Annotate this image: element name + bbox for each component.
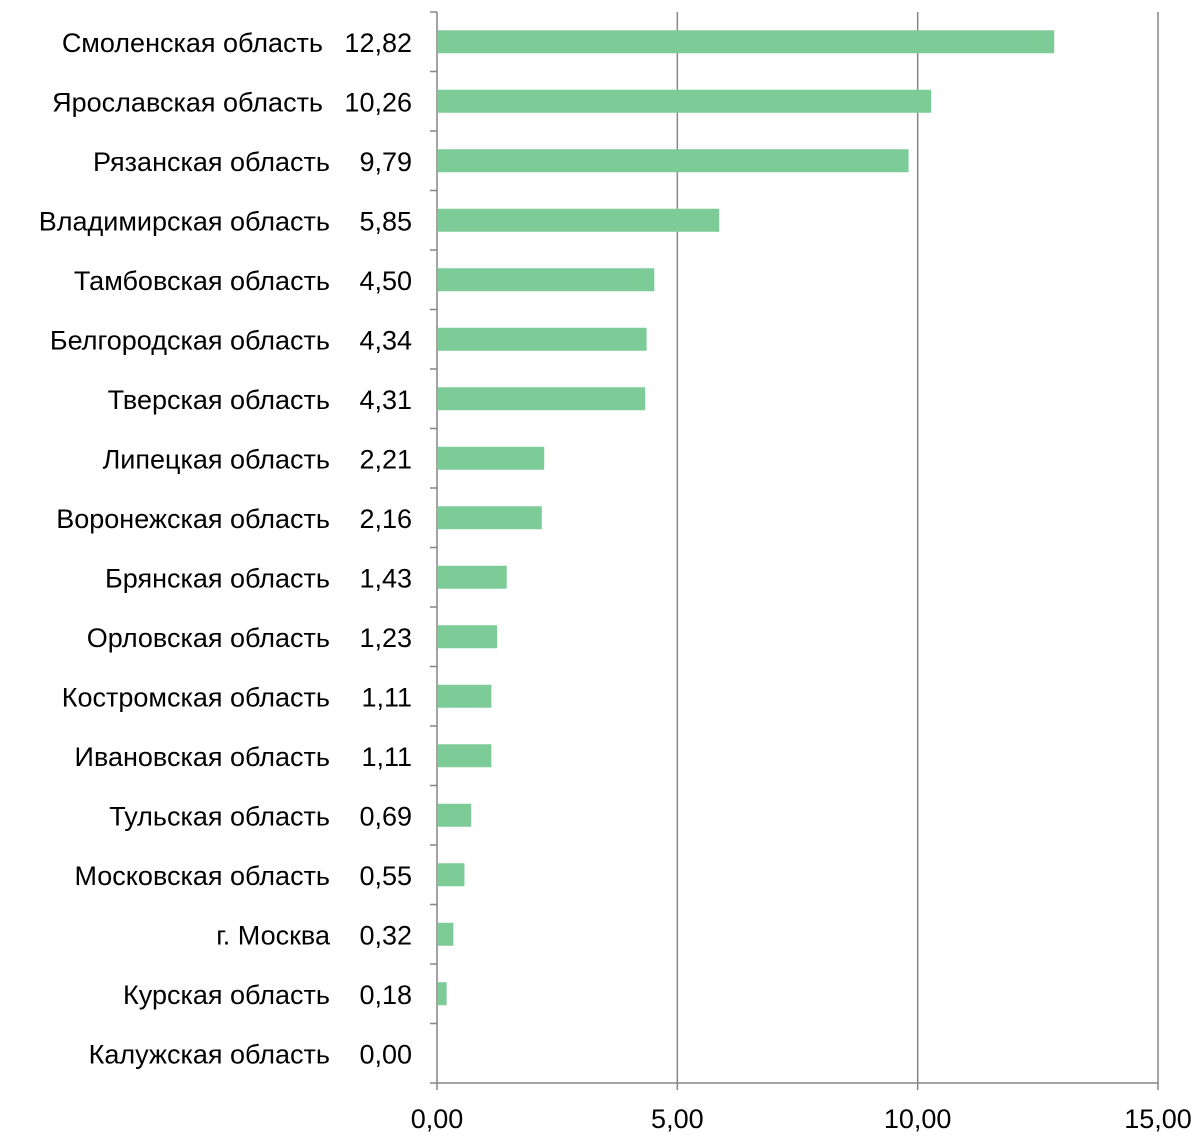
category-label: Смоленская область (62, 28, 323, 58)
bar (438, 982, 447, 1006)
category-label: Владимирская область (39, 206, 330, 236)
axes (430, 11, 1159, 1090)
value-label: 12,82 (344, 28, 412, 58)
value-label: 9,79 (359, 147, 412, 177)
value-label: 0,55 (359, 861, 412, 891)
value-label: 0,00 (359, 1039, 412, 1069)
category-label: Белгородская область (50, 325, 330, 355)
labels: 0,00 5,00 10,00 15,00 12,82 Смоленская област… (39, 28, 1192, 1134)
bar (438, 327, 647, 351)
bar (438, 684, 492, 708)
bar (438, 565, 507, 589)
bar (438, 863, 465, 887)
bar (438, 506, 542, 530)
x-tick-label: 5,00 (651, 1104, 704, 1134)
category-label: Тверская область (108, 385, 330, 415)
value-label: 0,69 (359, 801, 412, 831)
category-label: Тамбовская область (74, 266, 330, 296)
value-label: 2,16 (359, 504, 412, 534)
gridlines (676, 12, 1159, 1083)
bar (438, 268, 655, 292)
value-label: 5,85 (359, 206, 412, 236)
bar (438, 149, 909, 173)
category-label: Воронежская область (56, 504, 330, 534)
bar (438, 625, 498, 649)
category-label: Брянская область (105, 563, 330, 593)
bar (438, 208, 720, 232)
value-label: 1,11 (361, 742, 412, 772)
value-label: 4,31 (359, 385, 412, 415)
value-label: 2,21 (359, 444, 412, 474)
category-label: Московская область (75, 861, 331, 891)
category-label: Ярославская область (52, 87, 323, 117)
value-label: 1,11 (361, 682, 412, 712)
bar (438, 30, 1055, 54)
value-label: 4,50 (359, 266, 412, 296)
bar (438, 922, 454, 946)
category-label: г. Москва (216, 920, 331, 950)
category-label: Тульская область (109, 801, 330, 831)
category-label: Рязанская область (93, 147, 330, 177)
x-tick-label: 15,00 (1124, 1104, 1192, 1134)
bar (438, 387, 646, 411)
value-label: 4,34 (359, 325, 412, 355)
x-tick-label: 0,00 (411, 1104, 464, 1134)
category-label: Курская область (123, 980, 330, 1010)
bars (438, 30, 1055, 1006)
bar (438, 89, 932, 113)
value-label: 1,43 (359, 563, 412, 593)
bar (438, 446, 545, 470)
bar (438, 803, 472, 827)
value-label: 0,32 (359, 920, 412, 950)
category-label: Липецкая область (103, 444, 330, 474)
value-label: 1,23 (359, 623, 412, 653)
bar (438, 744, 492, 768)
category-label: Орловская область (87, 623, 330, 653)
x-tick-label: 10,00 (884, 1104, 952, 1134)
category-label: Костромская область (62, 682, 330, 712)
value-label: 0,18 (359, 980, 412, 1010)
value-label: 10,26 (344, 87, 412, 117)
category-label: Ивановская область (75, 742, 330, 772)
category-label: Калужская область (89, 1039, 330, 1069)
